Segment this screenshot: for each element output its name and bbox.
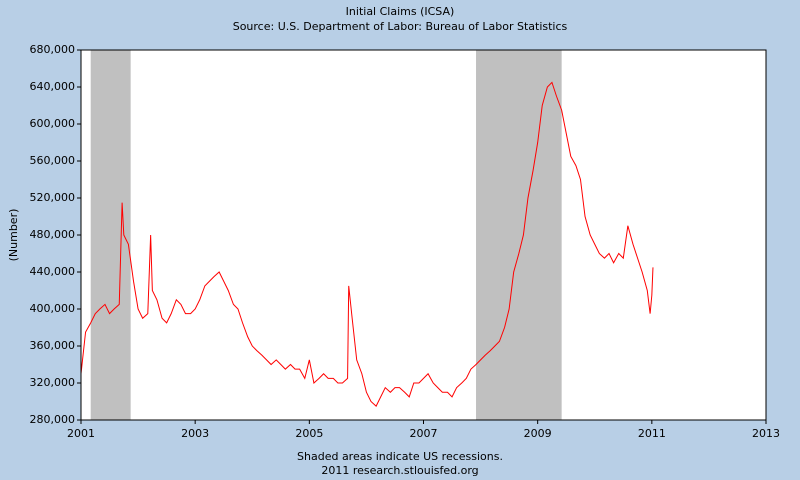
- recession-band: [476, 50, 562, 420]
- y-tick-label: 320,000: [30, 376, 76, 389]
- data-line: [80, 81, 654, 407]
- chart-subtitle: Source: U.S. Department of Labor: Bureau…: [233, 20, 568, 33]
- x-tick-label: 2011: [638, 427, 666, 440]
- recession-band: [90, 50, 131, 420]
- y-axis-label: (Number): [7, 209, 20, 262]
- y-tick-label: 640,000: [30, 80, 76, 93]
- footnote: Shaded areas indicate US recessions.: [297, 450, 503, 463]
- y-tick-label: 360,000: [30, 339, 76, 352]
- x-tick-label: 2009: [524, 427, 552, 440]
- y-tick-label: 480,000: [30, 228, 76, 241]
- y-tick-label: 600,000: [30, 117, 76, 130]
- chart-title: Initial Claims (ICSA): [346, 5, 455, 18]
- x-tick-label: 2005: [295, 427, 323, 440]
- y-tick-label: 680,000: [30, 43, 76, 56]
- footnote: 2011 research.stlouisfed.org: [321, 464, 478, 477]
- y-tick-label: 440,000: [30, 265, 76, 278]
- plot-border: [80, 49, 767, 421]
- y-tick-label: 560,000: [30, 154, 76, 167]
- y-tick-label: 280,000: [30, 413, 76, 426]
- x-tick-label: 2013: [752, 427, 780, 440]
- y-tick-label: 520,000: [30, 191, 76, 204]
- x-tick-label: 2007: [410, 427, 438, 440]
- x-tick-label: 2003: [181, 427, 209, 440]
- x-tick-label: 2001: [67, 427, 95, 440]
- y-tick-label: 400,000: [30, 302, 76, 315]
- plot-area: [81, 50, 766, 420]
